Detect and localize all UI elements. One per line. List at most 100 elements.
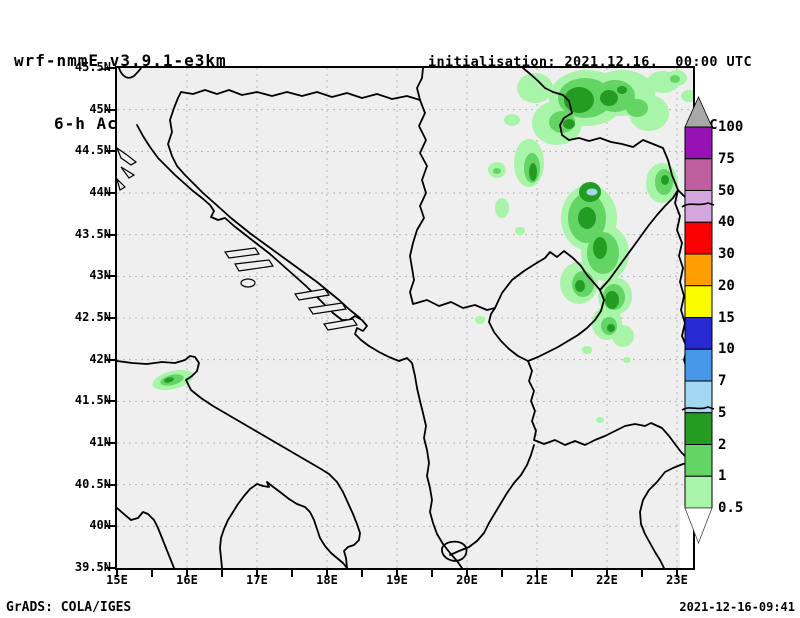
lon-tick-mark [116, 570, 118, 577]
colorbar-segment-9 [684, 412, 713, 445]
lat-tick-label-41N: 41N [89, 435, 111, 449]
lat-tick-mark [106, 275, 115, 278]
precip-layer-5mm [586, 188, 598, 196]
lon-tick-mark [466, 570, 468, 577]
lon-tick-label-15E: 15E [106, 573, 128, 587]
border-macedonia [527, 360, 693, 463]
islands-dalmatia [117, 147, 359, 331]
colorbar-segment-5 [684, 285, 713, 318]
coastline-istria [118, 68, 142, 79]
lat-tick-label-42N: 42N [89, 351, 111, 366]
lat-tick-label-42.5N: 42.5N [74, 310, 111, 324]
colorbar-segments [684, 126, 713, 509]
colorbar-level-1: 1 [718, 468, 727, 485]
lat-tick-mark [106, 233, 115, 236]
colorbar-segment-0 [684, 126, 713, 160]
lat-tick-mark [106, 317, 115, 319]
coastline-corfu [441, 540, 468, 562]
colorbar-level-15: 15 [718, 309, 735, 326]
lon-tick-label-22E: 22E [596, 573, 618, 587]
lat-tick-label-45N: 45N [89, 101, 111, 116]
map-svg [117, 68, 693, 568]
coastline-tyrrhenian [117, 507, 175, 568]
lat-tick-mark [106, 108, 115, 111]
lat-tick-label-40N: 40N [89, 518, 111, 533]
colorbar-segment-7 [684, 348, 713, 382]
lat-tick-label-41.5N: 41.5N [74, 393, 111, 408]
colorbar: 100 75 50 40 30 20 15 10 7 5 2 1 0.5 [680, 95, 758, 575]
footer-credit: GrADS: COLA/IGES [6, 600, 132, 615]
lon-tick-label-17E: 17E [246, 573, 268, 587]
lat-tick-mark [106, 192, 115, 194]
coastline-italy-adriatic [117, 355, 361, 568]
colorbar-level-50: 50 [718, 182, 735, 199]
lat-tick-mark [106, 483, 115, 486]
lon-tick-mark [431, 570, 433, 577]
colorbar-under-triangle [684, 507, 713, 545]
lat-tick-mark [106, 150, 115, 153]
colorbar-level-30: 30 [718, 246, 735, 262]
colorbar-svg [680, 96, 715, 568]
lat-tick-mark [106, 525, 115, 528]
lat-tick-label-43N: 43N [89, 268, 111, 283]
lon-tick-label-18E: 18E [316, 573, 338, 587]
colorbar-level-20: 20 [718, 277, 735, 294]
lon-tick-label-16E: 16E [176, 573, 198, 587]
lon-tick-mark [361, 570, 363, 577]
lon-tick-mark [676, 570, 678, 577]
lat-tick-mark [106, 400, 115, 403]
lon-tick-label-19E: 19E [386, 573, 408, 587]
border-serbia-east [599, 189, 679, 291]
coastline-gulf-of-taranto [219, 481, 348, 568]
border-drina [409, 99, 496, 311]
lat-tick-label-40.5N: 40.5N [74, 476, 111, 491]
colorbar-segment-2 [684, 190, 713, 223]
lon-tick-label-20E: 20E [456, 573, 478, 587]
colorbar-segment-10 [684, 444, 713, 477]
colorbar-over-triangle [684, 96, 713, 128]
lon-tick-mark [606, 570, 608, 577]
lon-tick-mark [256, 570, 258, 577]
colorbar-segment-1 [684, 158, 713, 191]
lon-tick-mark [501, 570, 503, 577]
colorbar-level-100: 100 [718, 119, 744, 135]
lon-tick-mark [221, 570, 223, 577]
border-bulgaria-overlap [681, 406, 715, 411]
map-frame [115, 66, 695, 570]
coastline-thermaic-gulf [639, 461, 693, 568]
colorbar-under-backing [680, 505, 693, 568]
lon-tick-mark [571, 570, 573, 577]
lat-tick-mark [106, 67, 115, 69]
colorbar-segment-6 [684, 317, 713, 350]
colorbar-segment-4 [684, 253, 713, 287]
colorbar-level-5: 5 [718, 404, 727, 421]
colorbar-level-40: 40 [718, 214, 735, 231]
border-danube [522, 68, 693, 205]
lat-tick-label-43.5N: 43.5N [74, 226, 111, 241]
border-bosnia-outline [167, 68, 424, 319]
colorbar-level-7: 7 [718, 373, 727, 389]
lon-tick-mark [326, 570, 328, 577]
model-title: wrf-nmmE_v3.9.1-e3km [14, 51, 227, 70]
colorbar-level-2: 2 [718, 436, 727, 453]
colorbar-level-0.5: 0.5 [718, 500, 744, 516]
border-albania-greece [449, 444, 535, 556]
coastline-adriatic-east [136, 124, 463, 568]
lat-tick-mark [106, 567, 115, 569]
lat-tick-label-39.5N: 39.5N [74, 560, 111, 574]
colorbar-level-10: 10 [718, 341, 735, 358]
lon-tick-label-23E: 23E [666, 573, 688, 587]
border-danube-overlap [681, 202, 715, 208]
lon-tick-mark [186, 570, 188, 577]
lon-tick-mark [536, 570, 538, 577]
lon-tick-mark [396, 570, 398, 577]
lat-tick-label-44.5N: 44.5N [74, 143, 111, 158]
colorbar-segment-11 [684, 475, 713, 509]
borders-layer [117, 68, 693, 568]
lat-tick-mark [106, 358, 115, 361]
lon-tick-label-21E: 21E [526, 573, 548, 587]
lon-tick-mark [641, 570, 643, 577]
colorbar-segment-3 [684, 221, 713, 255]
border-kosovo [488, 250, 605, 362]
